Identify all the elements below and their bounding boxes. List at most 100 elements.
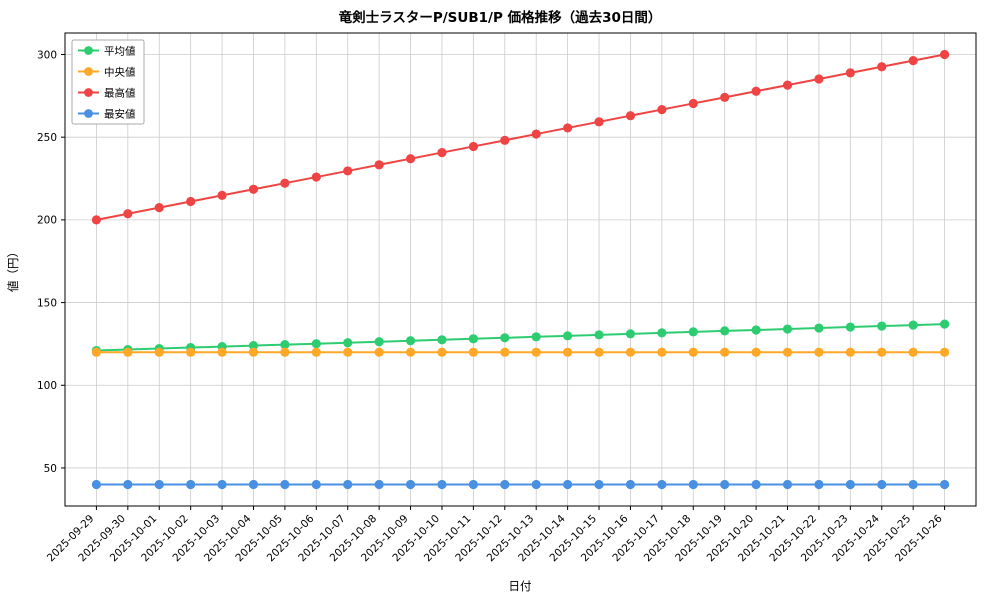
point-min bbox=[280, 479, 290, 490]
point-median bbox=[343, 347, 353, 357]
point-max bbox=[845, 68, 855, 78]
point-min bbox=[531, 479, 541, 490]
point-max bbox=[688, 98, 698, 109]
y-tick-label: 150 bbox=[37, 297, 57, 309]
point-min bbox=[123, 479, 133, 490]
point-min bbox=[939, 479, 950, 490]
point-min bbox=[845, 479, 855, 490]
plot-area: 2025-09-292025-09-302025-10-012025-10-02… bbox=[37, 32, 977, 564]
point-min bbox=[751, 479, 761, 490]
point-median bbox=[154, 347, 164, 357]
point-average bbox=[782, 324, 793, 334]
y-axis-label: 値（円） bbox=[6, 246, 20, 292]
point-max bbox=[720, 92, 730, 102]
point-min bbox=[625, 479, 636, 490]
y-tick-label: 250 bbox=[37, 132, 57, 144]
point-min bbox=[91, 479, 102, 490]
point-median bbox=[405, 347, 416, 357]
y-tick-label: 200 bbox=[37, 215, 57, 227]
point-median bbox=[688, 347, 698, 357]
point-average bbox=[845, 322, 855, 332]
point-median bbox=[594, 347, 604, 357]
x-tick-labels: 2025-09-292025-09-302025-10-012025-10-02… bbox=[45, 506, 946, 564]
point-min bbox=[688, 479, 698, 490]
point-median bbox=[186, 347, 196, 357]
series-max bbox=[91, 49, 950, 225]
point-median bbox=[280, 347, 290, 357]
point-median bbox=[374, 347, 384, 357]
point-min bbox=[248, 479, 259, 490]
legend-marker-max bbox=[84, 88, 93, 97]
point-min bbox=[657, 479, 667, 490]
point-max bbox=[311, 172, 321, 182]
point-max bbox=[374, 160, 384, 170]
plot-background bbox=[65, 33, 976, 506]
series-line-average bbox=[96, 323, 945, 352]
point-max bbox=[468, 141, 478, 152]
point-min bbox=[405, 479, 416, 490]
y-tick-label: 300 bbox=[37, 49, 57, 61]
point-average bbox=[500, 333, 510, 343]
point-average bbox=[908, 320, 918, 330]
point-min bbox=[563, 479, 573, 490]
point-max bbox=[217, 190, 227, 201]
legend-marker-median bbox=[84, 67, 93, 76]
point-average bbox=[720, 326, 730, 336]
point-median bbox=[814, 347, 824, 357]
point-max bbox=[437, 147, 447, 158]
chart-title: 竜剣士ラスターP/SUB1/P 価格推移（過去30日間） bbox=[339, 9, 662, 26]
plot-border bbox=[64, 32, 977, 507]
point-min bbox=[311, 479, 321, 490]
point-min bbox=[343, 479, 353, 490]
point-average bbox=[280, 339, 290, 350]
point-max bbox=[939, 49, 950, 60]
point-average bbox=[688, 327, 698, 337]
point-average bbox=[405, 336, 416, 346]
point-min bbox=[877, 479, 887, 490]
legend-marker-average bbox=[84, 46, 93, 55]
point-average bbox=[877, 321, 887, 331]
point-max bbox=[814, 74, 824, 84]
point-min bbox=[814, 479, 824, 490]
legend-label-max: 最高値 bbox=[104, 86, 136, 99]
point-min bbox=[908, 479, 918, 490]
point-average bbox=[751, 325, 761, 335]
point-max bbox=[625, 111, 636, 121]
point-average bbox=[625, 329, 636, 339]
gridlines bbox=[65, 33, 976, 506]
point-median bbox=[531, 347, 541, 357]
point-min bbox=[720, 479, 730, 490]
point-average bbox=[531, 332, 541, 342]
point-median bbox=[500, 347, 510, 357]
point-median bbox=[123, 347, 133, 357]
point-median bbox=[845, 347, 855, 357]
point-max bbox=[91, 215, 102, 225]
point-min bbox=[437, 479, 447, 490]
point-max bbox=[123, 209, 133, 219]
point-min bbox=[186, 479, 196, 490]
legend-box bbox=[71, 39, 145, 125]
point-average bbox=[311, 339, 321, 349]
point-max bbox=[343, 166, 353, 176]
point-median bbox=[720, 347, 730, 357]
point-max bbox=[154, 203, 164, 213]
point-median bbox=[468, 347, 478, 357]
point-median bbox=[877, 347, 887, 357]
point-median bbox=[563, 347, 573, 357]
legend-marker-min bbox=[84, 109, 93, 118]
point-median bbox=[625, 347, 636, 357]
y-tick-labels: 50 100 150 200 250 300 bbox=[37, 49, 65, 475]
point-average bbox=[437, 335, 447, 345]
point-average bbox=[468, 334, 478, 344]
point-min bbox=[500, 479, 510, 490]
point-min bbox=[782, 479, 793, 490]
point-average bbox=[248, 340, 259, 351]
point-min bbox=[374, 479, 384, 490]
series-min bbox=[91, 479, 950, 490]
point-average bbox=[814, 323, 824, 333]
point-average bbox=[343, 338, 353, 348]
point-max bbox=[280, 178, 290, 188]
point-max bbox=[594, 117, 604, 127]
